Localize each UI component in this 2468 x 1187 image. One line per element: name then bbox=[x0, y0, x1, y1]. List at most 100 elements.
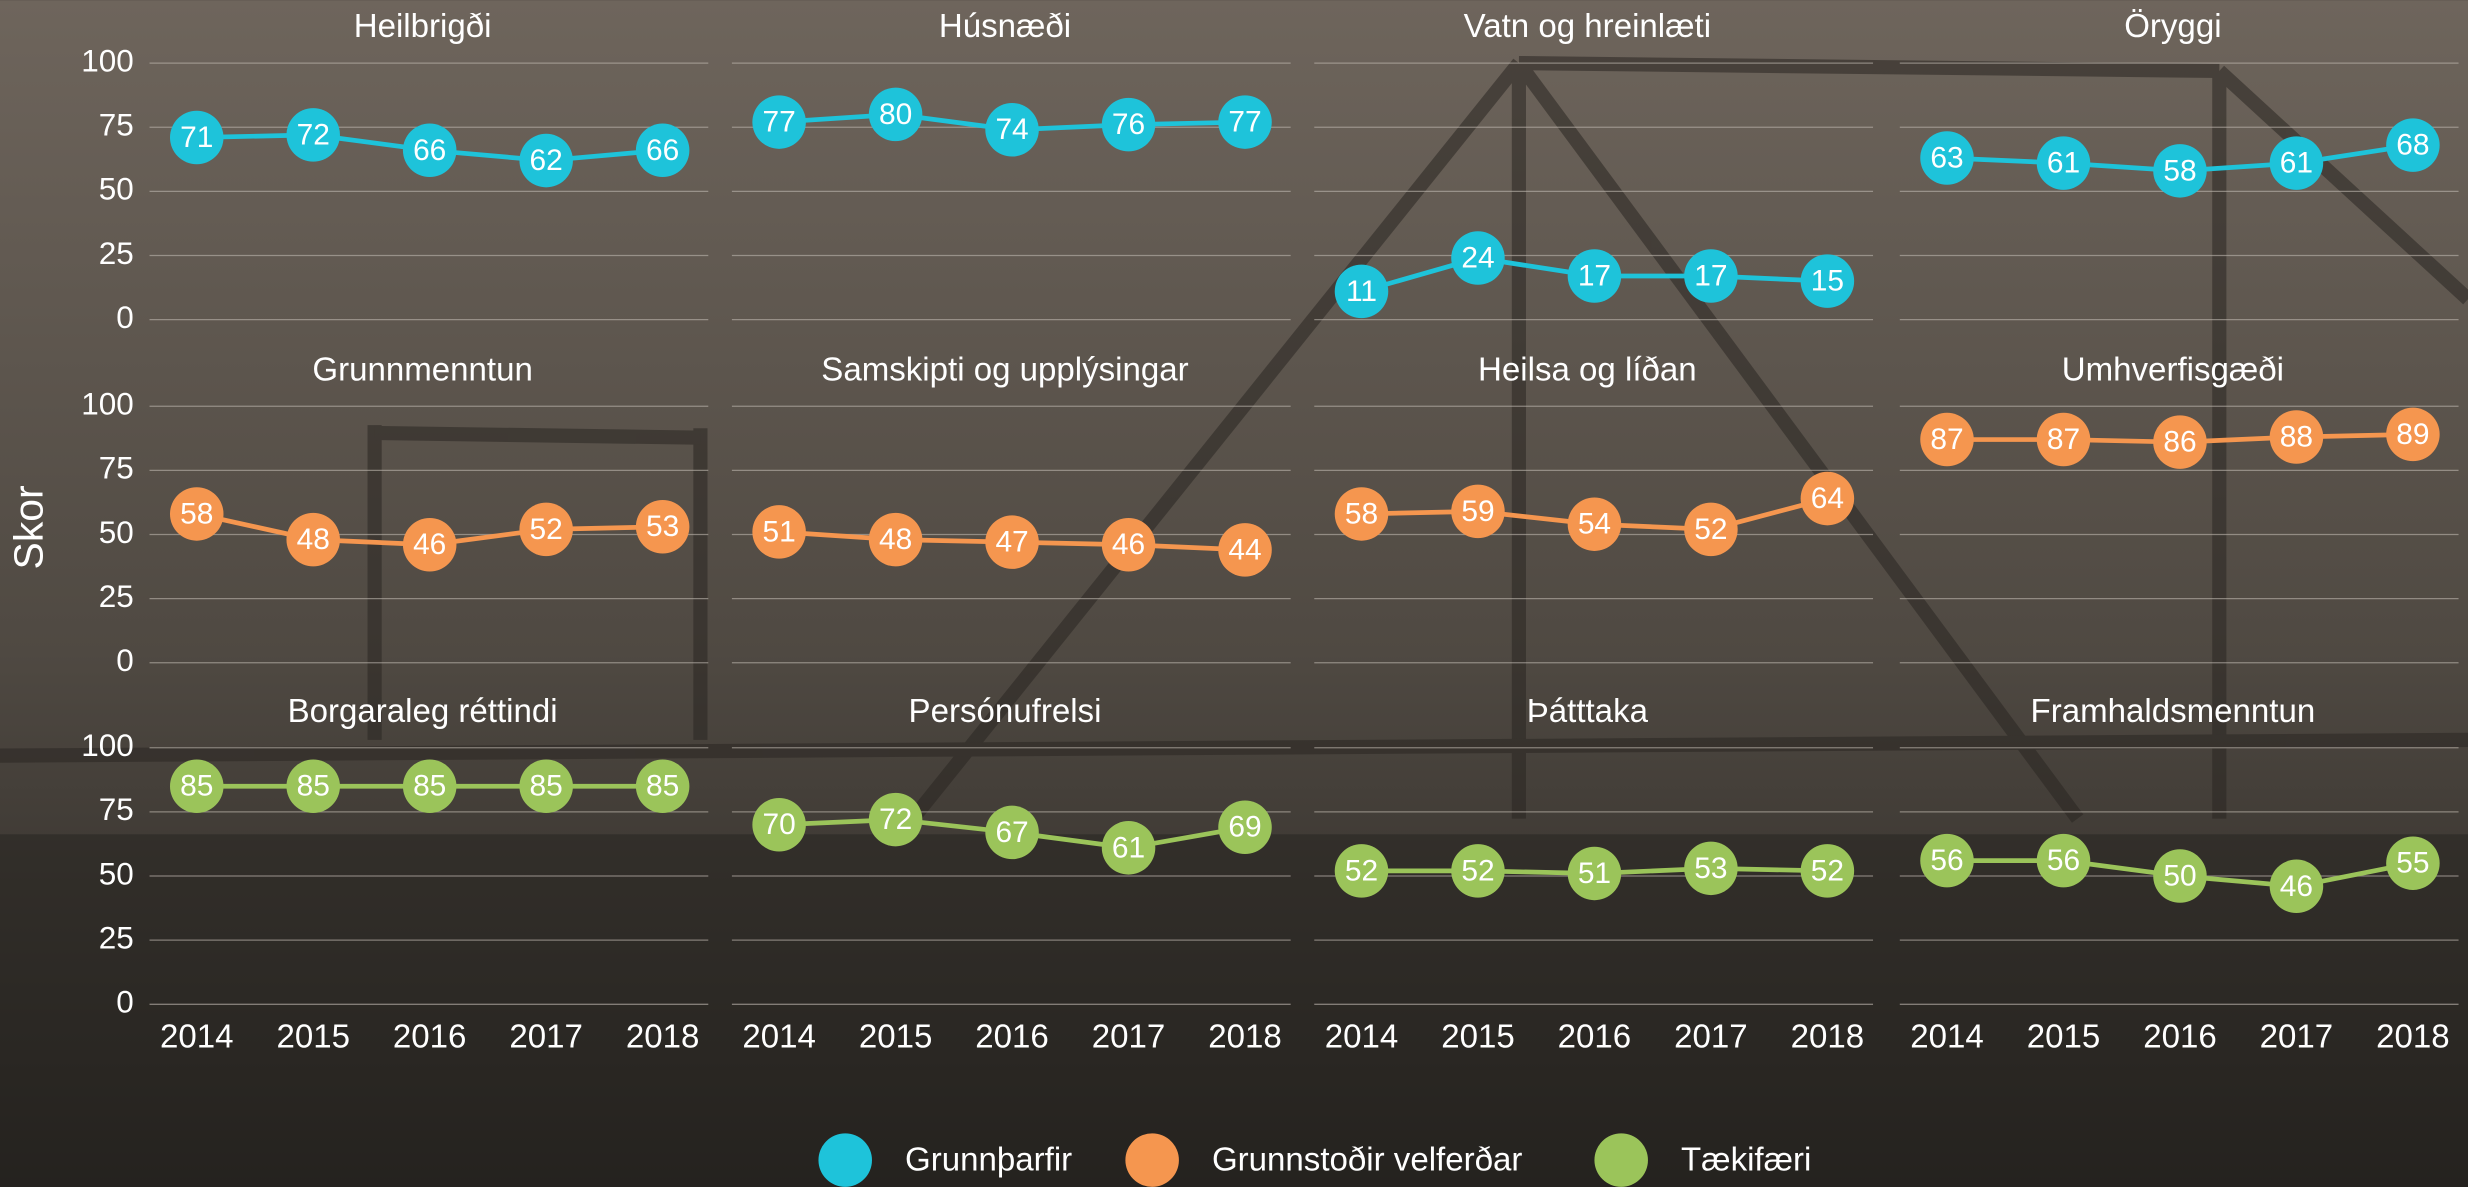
x-tick-label: 2016 bbox=[393, 1019, 467, 1056]
panel-title: Grunnmenntun bbox=[312, 351, 532, 388]
x-tick-label: 2016 bbox=[1558, 1019, 1632, 1056]
panel-title: Borgaraleg réttindi bbox=[288, 693, 558, 730]
y-tick-label: 0 bbox=[116, 985, 134, 1020]
data-label: 58 bbox=[180, 497, 213, 530]
data-label: 46 bbox=[2280, 870, 2313, 903]
data-label: 53 bbox=[646, 510, 679, 543]
data-label: 71 bbox=[180, 121, 213, 154]
data-label: 66 bbox=[413, 134, 446, 167]
data-label: 48 bbox=[879, 523, 912, 556]
ground bbox=[0, 834, 2468, 1187]
panel-title: Þátttaka bbox=[1527, 693, 1649, 730]
data-label: 85 bbox=[413, 770, 446, 803]
panel-title: Framhaldsmenntun bbox=[2031, 693, 2316, 730]
data-label: 58 bbox=[2163, 154, 2196, 187]
y-axis-label: Skor bbox=[5, 485, 51, 569]
data-label: 52 bbox=[1461, 854, 1494, 887]
y-tick-label: 50 bbox=[99, 515, 134, 550]
y-tick-label: 100 bbox=[81, 728, 134, 763]
data-label: 50 bbox=[2163, 859, 2196, 892]
data-label: 17 bbox=[1694, 259, 1727, 292]
data-label: 52 bbox=[1811, 854, 1844, 887]
data-label: 48 bbox=[297, 523, 330, 556]
x-tick-label: 2015 bbox=[859, 1019, 933, 1056]
data-label: 53 bbox=[1694, 852, 1727, 885]
y-tick-label: 50 bbox=[99, 172, 134, 207]
data-label: 77 bbox=[1228, 106, 1261, 139]
data-label: 70 bbox=[762, 808, 795, 841]
y-tick-label: 75 bbox=[99, 108, 134, 143]
data-label: 63 bbox=[1930, 141, 1963, 174]
y-tick-label: 25 bbox=[99, 920, 134, 955]
data-label: 55 bbox=[2396, 847, 2429, 880]
panel-title: Vatn og hreinlæti bbox=[1464, 8, 1711, 45]
data-label: 64 bbox=[1811, 482, 1844, 515]
x-tick-label: 2017 bbox=[509, 1019, 583, 1056]
data-label: 87 bbox=[1930, 423, 1963, 456]
x-tick-label: 2018 bbox=[626, 1019, 700, 1056]
chart: Skor 0 25 50 75 100 Heilbrigði 71 72 66 62 66 Húsnæ… bbox=[0, 0, 2468, 1187]
data-label: 62 bbox=[530, 144, 563, 177]
page: {"chart_data": {"type": "line", "ylabel"… bbox=[0, 0, 2468, 1187]
panel-title: Heilsa og líðan bbox=[1478, 351, 1697, 388]
legend-swatch bbox=[818, 1133, 872, 1187]
data-label: 61 bbox=[2047, 147, 2080, 180]
data-label: 17 bbox=[1578, 259, 1611, 292]
y-tick-label: 25 bbox=[99, 236, 134, 271]
panel-title: Húsnæði bbox=[939, 8, 1071, 45]
x-tick-label: 2018 bbox=[1791, 1019, 1865, 1056]
legend-swatch bbox=[1594, 1133, 1648, 1187]
data-label: 11 bbox=[1346, 275, 1377, 308]
data-label: 46 bbox=[413, 528, 446, 561]
legend-label: Tækifæri bbox=[1681, 1141, 1811, 1178]
data-label: 52 bbox=[1694, 513, 1727, 546]
data-label: 85 bbox=[297, 770, 330, 803]
data-label: 76 bbox=[1112, 108, 1145, 141]
data-label: 51 bbox=[762, 515, 795, 548]
y-tick-label: 25 bbox=[99, 579, 134, 614]
y-tick-label: 0 bbox=[116, 643, 134, 678]
data-label: 59 bbox=[1461, 495, 1494, 528]
data-label: 46 bbox=[1112, 528, 1145, 561]
data-label: 69 bbox=[1228, 811, 1261, 844]
y-tick-label: 100 bbox=[81, 387, 134, 422]
x-tick-label: 2014 bbox=[160, 1019, 234, 1056]
x-tick-label: 2014 bbox=[742, 1019, 816, 1056]
data-label: 85 bbox=[646, 770, 679, 803]
data-label: 58 bbox=[1345, 497, 1378, 530]
x-tick-label: 2018 bbox=[2376, 1019, 2450, 1056]
data-label: 85 bbox=[180, 770, 213, 803]
data-label: 54 bbox=[1578, 508, 1611, 541]
x-tick-label: 2014 bbox=[1325, 1019, 1399, 1056]
data-label: 87 bbox=[2047, 423, 2080, 456]
data-label: 86 bbox=[2163, 426, 2196, 459]
data-label: 80 bbox=[879, 98, 912, 131]
x-tick-label: 2016 bbox=[975, 1019, 1049, 1056]
data-label: 51 bbox=[1578, 857, 1611, 890]
data-label: 89 bbox=[2396, 418, 2429, 451]
legend-swatch bbox=[1125, 1133, 1179, 1187]
y-tick-label: 0 bbox=[116, 300, 134, 335]
data-label: 52 bbox=[1345, 854, 1378, 887]
data-label: 56 bbox=[1930, 844, 1963, 877]
x-tick-label: 2017 bbox=[2260, 1019, 2334, 1056]
y-tick-label: 50 bbox=[99, 856, 134, 891]
x-tick-label: 2018 bbox=[1208, 1019, 1282, 1056]
x-tick-label: 2017 bbox=[1092, 1019, 1166, 1056]
data-label: 61 bbox=[2280, 147, 2313, 180]
panel-title: Öryggi bbox=[2124, 8, 2221, 45]
data-label: 72 bbox=[879, 803, 912, 836]
y-tick-label: 75 bbox=[99, 451, 134, 486]
data-label: 52 bbox=[530, 513, 563, 546]
legend-label: Grunnþarfir bbox=[905, 1141, 1072, 1178]
data-label: 74 bbox=[995, 113, 1028, 146]
x-tick-label: 2015 bbox=[1441, 1019, 1515, 1056]
data-label: 15 bbox=[1811, 265, 1844, 298]
data-label: 66 bbox=[646, 134, 679, 167]
x-tick-label: 2015 bbox=[2027, 1019, 2101, 1056]
data-label: 47 bbox=[995, 526, 1028, 559]
data-label: 68 bbox=[2396, 129, 2429, 162]
panel-title: Heilbrigði bbox=[354, 8, 492, 45]
data-label: 24 bbox=[1461, 242, 1494, 275]
data-label: 77 bbox=[762, 106, 795, 139]
